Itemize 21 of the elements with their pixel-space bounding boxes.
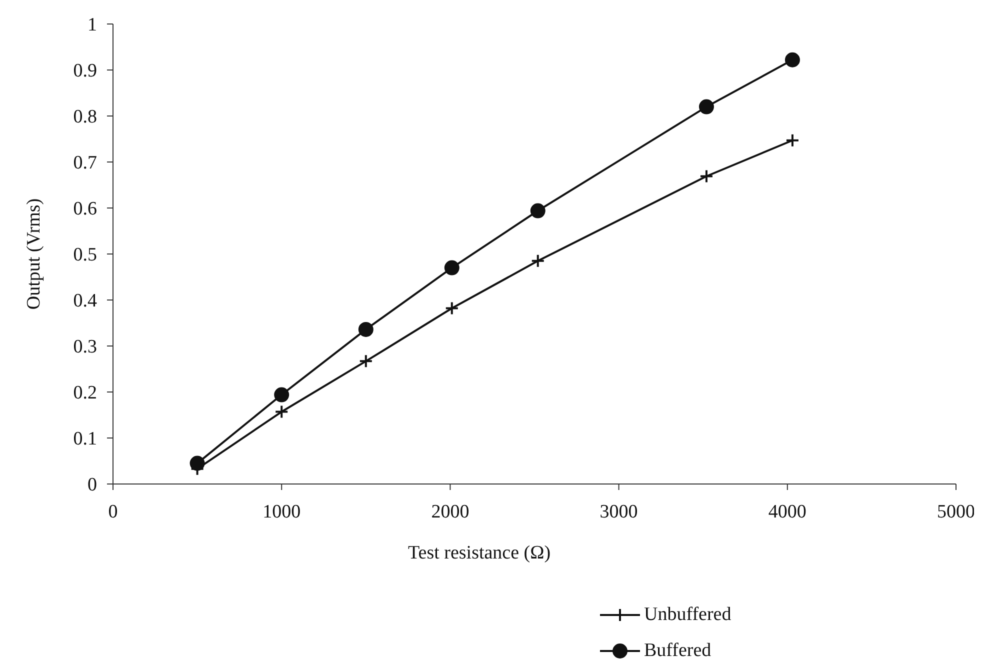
y-tick-label: 0.1 [73, 428, 97, 450]
y-tick-label: 0 [88, 474, 97, 496]
y-axis-title: Output (Vrms) [24, 198, 45, 310]
x-tick-label: 2000 [431, 501, 470, 522]
y-tick-label: 0.4 [73, 290, 98, 312]
x-tick-label: 1000 [262, 501, 301, 522]
x-tick-label: 5000 [937, 501, 975, 522]
y-tick-label: 0.9 [73, 60, 97, 82]
x-tick-label: 0 [108, 501, 118, 522]
x-tick-label: 4000 [768, 501, 806, 522]
y-tick-label: 0.3 [73, 336, 97, 358]
y-tick-label: 0.2 [73, 382, 97, 404]
legend-label: Unbuffered [644, 604, 732, 626]
y-tick-label: 0.8 [73, 106, 97, 128]
y-tick-label: 0.5 [73, 244, 97, 266]
y-tick-label: 1 [88, 14, 97, 36]
y-tick-label: 0.6 [73, 198, 97, 220]
legend-label: Buffered [644, 640, 712, 662]
x-tick-label: 3000 [600, 501, 638, 522]
y-tick-label: 0.7 [73, 152, 97, 174]
x-axis-title: Test resistance (Ω) [408, 542, 551, 564]
